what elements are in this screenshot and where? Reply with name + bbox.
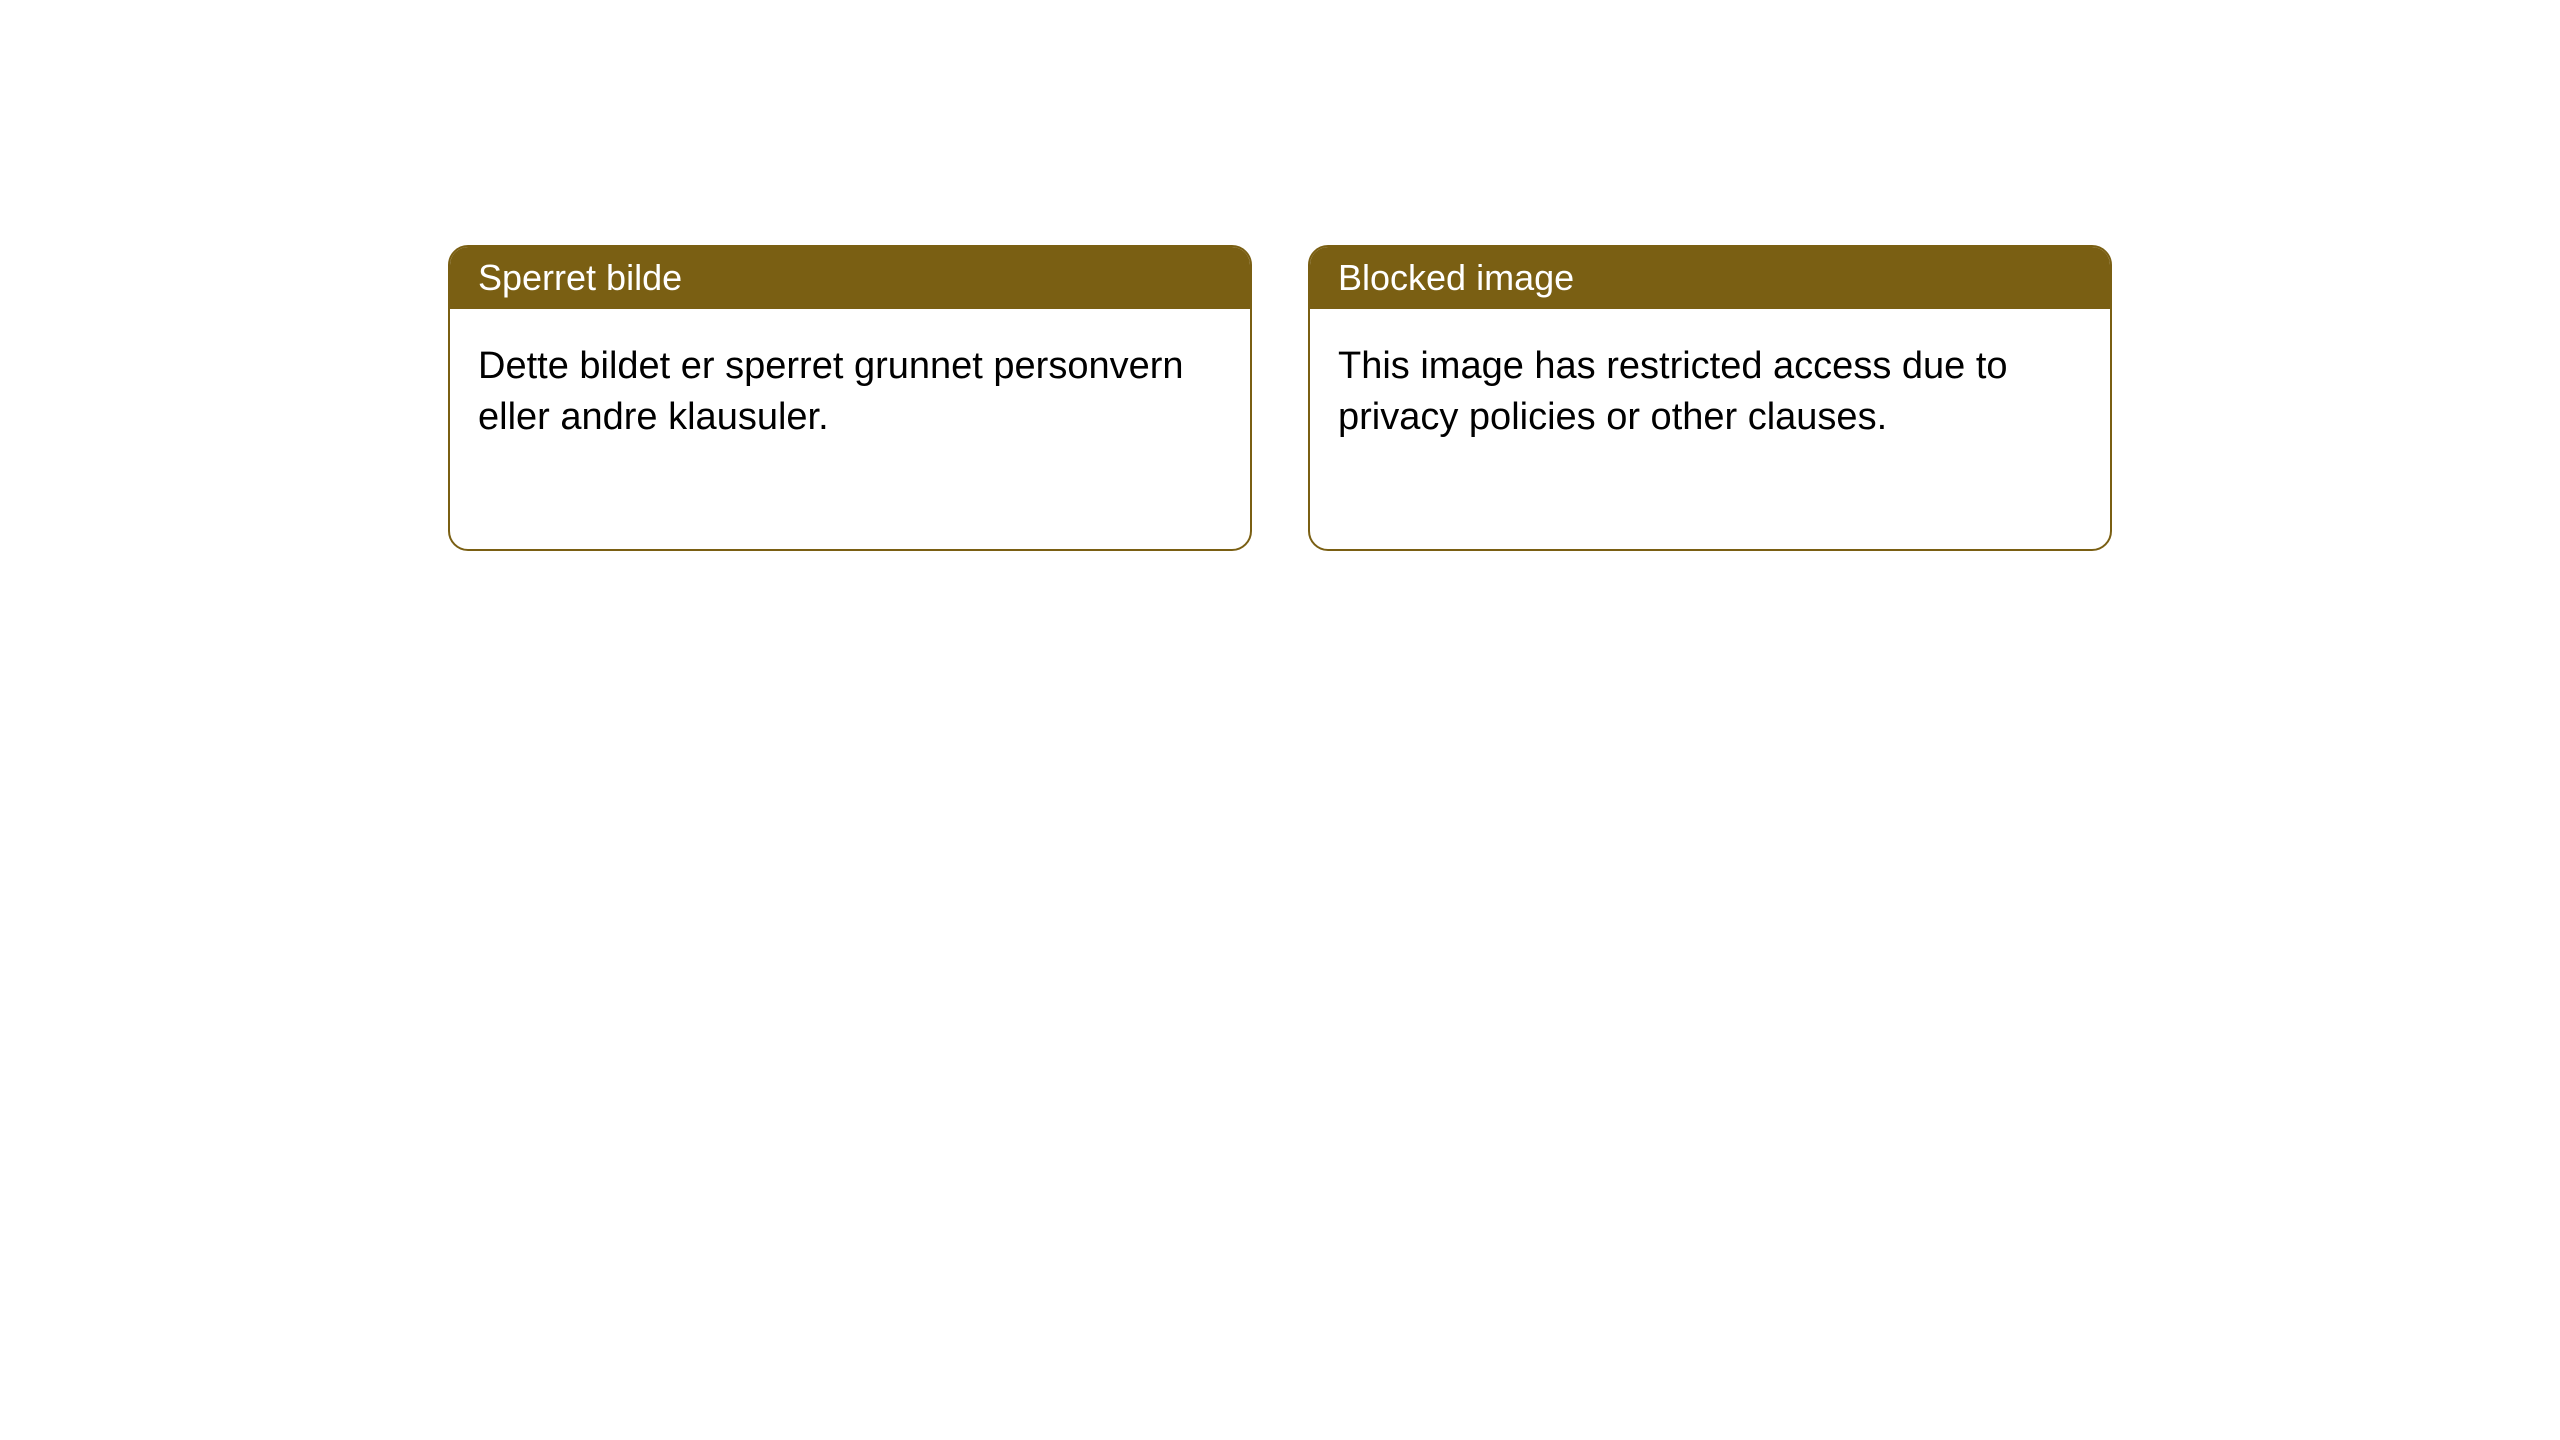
- notice-title: Blocked image: [1338, 257, 1574, 298]
- notice-card-norwegian: Sperret bilde Dette bildet er sperret gr…: [448, 245, 1252, 551]
- notice-body: This image has restricted access due to …: [1310, 309, 2110, 549]
- notice-card-english: Blocked image This image has restricted …: [1308, 245, 2112, 551]
- notice-header: Sperret bilde: [450, 247, 1250, 309]
- notice-title: Sperret bilde: [478, 257, 682, 298]
- notice-header: Blocked image: [1310, 247, 2110, 309]
- notice-body-text: Dette bildet er sperret grunnet personve…: [478, 345, 1184, 438]
- notice-body: Dette bildet er sperret grunnet personve…: [450, 309, 1250, 549]
- notice-body-text: This image has restricted access due to …: [1338, 345, 2008, 438]
- notice-container: Sperret bilde Dette bildet er sperret gr…: [0, 0, 2560, 551]
